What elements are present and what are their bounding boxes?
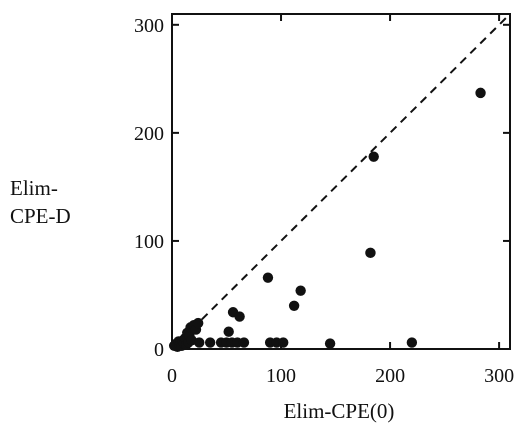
x-axis-title: Elim-CPE(0) (284, 399, 395, 423)
data-point (234, 311, 245, 322)
data-point (238, 337, 250, 348)
y-tick-label: 200 (134, 123, 164, 145)
diagonal-reference-line (171, 13, 511, 350)
y-axis-title-line-2: CPE-D (10, 204, 71, 228)
data-point (223, 326, 234, 337)
plot-area (171, 13, 511, 350)
data-point (475, 87, 486, 99)
x-tick-label: 0 (167, 365, 177, 387)
y-axis-title-line-1: Elim- (10, 176, 58, 200)
data-point (288, 300, 300, 311)
data-point (194, 337, 205, 348)
data-point (204, 337, 216, 348)
y-tick-label: 300 (134, 15, 164, 37)
data-point (278, 337, 289, 348)
data-point (406, 337, 418, 348)
data-point (368, 151, 379, 162)
data-point (295, 285, 306, 296)
y-tick-label: 100 (134, 231, 164, 253)
plot-frame (171, 13, 511, 350)
y-tick-label: 0 (154, 339, 164, 361)
data-point (365, 247, 376, 259)
data-point (192, 317, 204, 329)
x-tick-label: 100 (266, 365, 296, 387)
x-tick-label: 300 (484, 365, 514, 387)
data-points (168, 87, 486, 353)
data-point (262, 272, 274, 283)
axis-ticks: 0 100 200 300 0 100 200 300 (134, 14, 514, 387)
x-tick-label: 200 (375, 365, 405, 387)
data-point (324, 338, 336, 349)
